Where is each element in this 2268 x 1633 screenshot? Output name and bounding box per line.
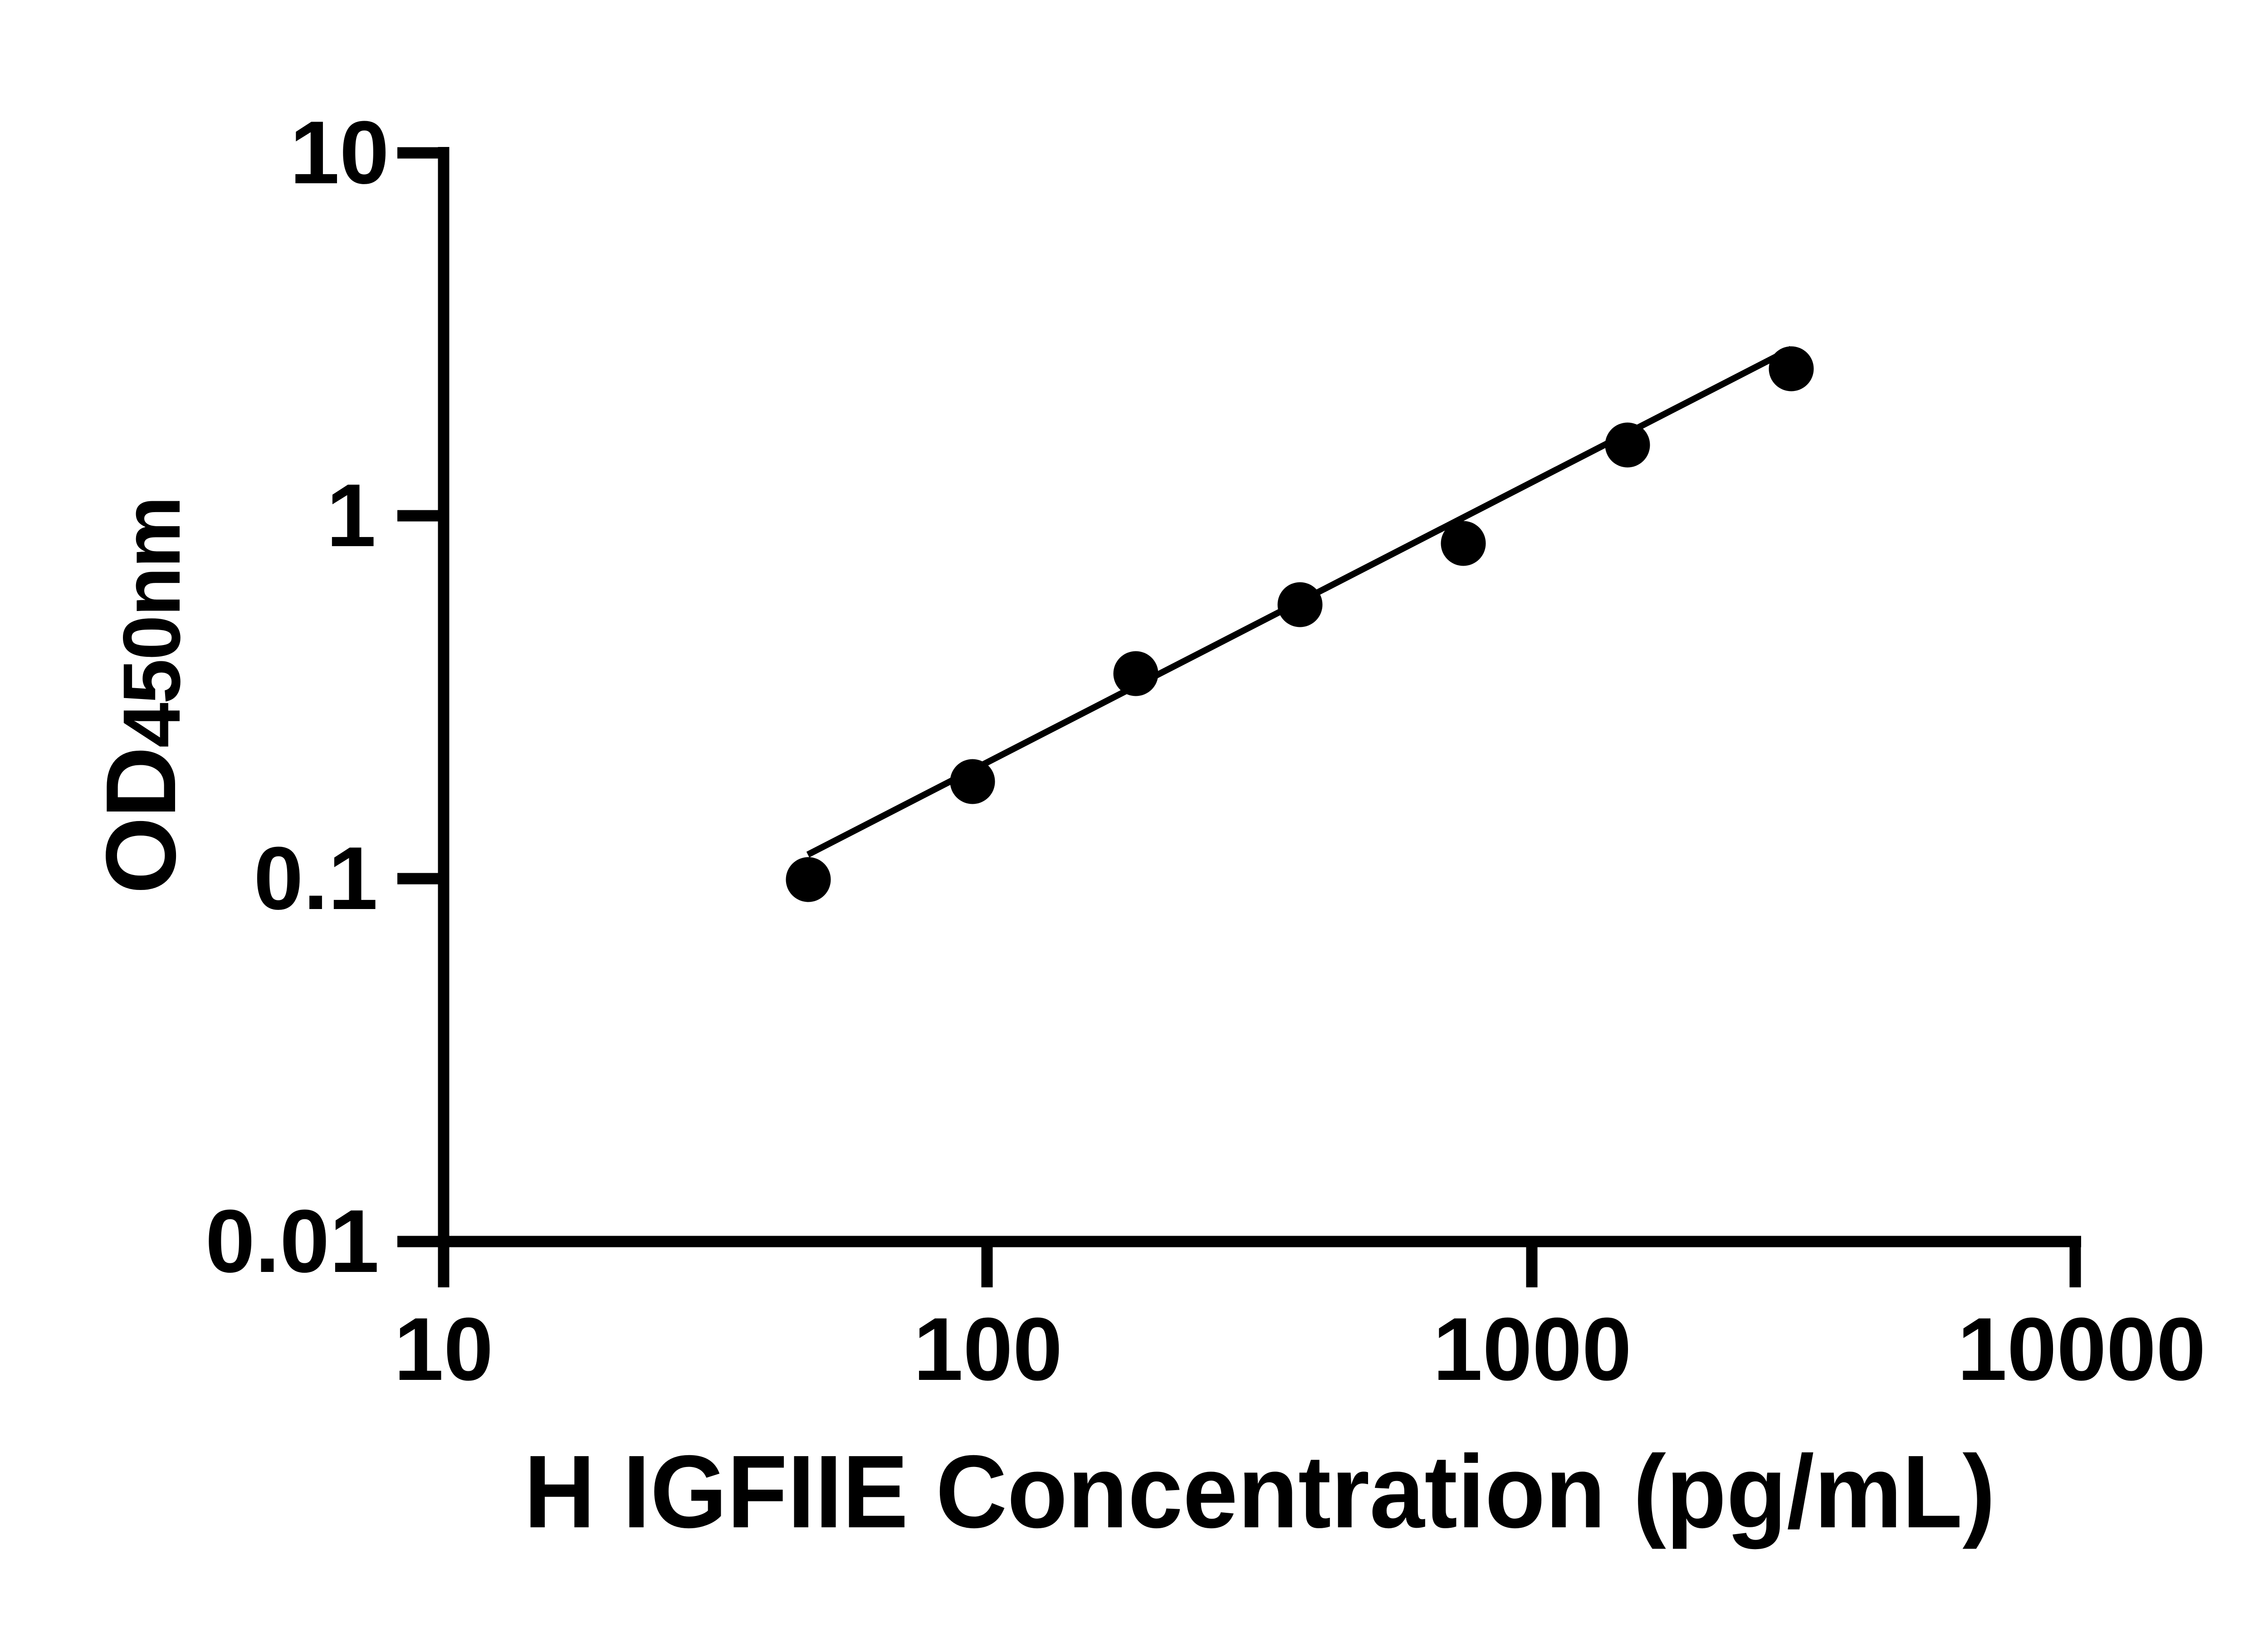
svg-text:0.01: 0.01 xyxy=(205,1191,379,1291)
svg-text:1000: 1000 xyxy=(1433,1299,1632,1399)
svg-text:100: 100 xyxy=(914,1299,1063,1399)
svg-text:H IGFIIE Concentration (pg/mL): H IGFIIE Concentration (pg/mL) xyxy=(524,1434,1995,1550)
svg-text:OD450nm: OD450nm xyxy=(86,497,197,894)
svg-text:1: 1 xyxy=(326,465,376,565)
svg-text:10: 10 xyxy=(394,1299,493,1399)
svg-text:0.1: 0.1 xyxy=(254,828,378,928)
svg-text:10: 10 xyxy=(290,103,389,202)
svg-text:10000: 10000 xyxy=(1957,1299,2206,1399)
